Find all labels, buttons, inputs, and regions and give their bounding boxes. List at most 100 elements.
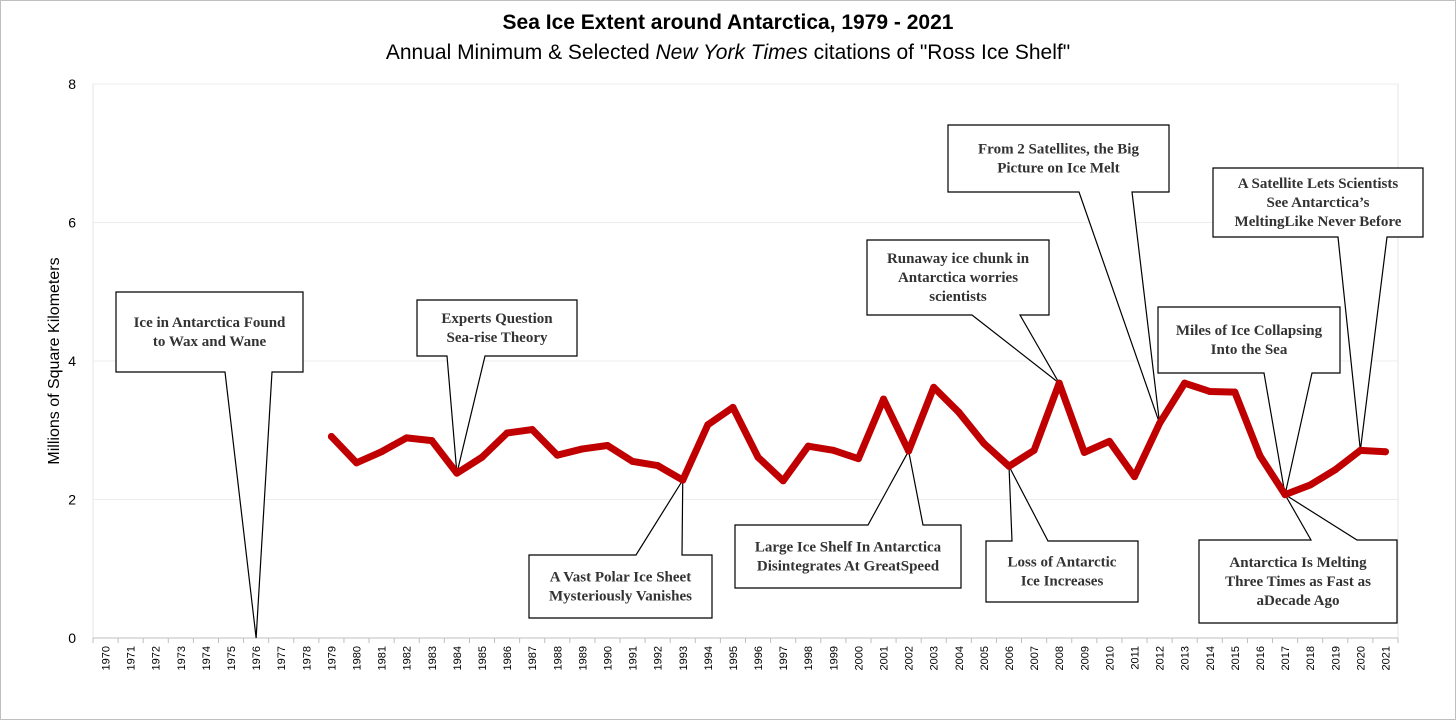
callout-text: A Vast Polar Ice Sheet xyxy=(550,570,691,586)
x-tick-label: 2004 xyxy=(954,646,966,670)
data-point xyxy=(654,462,662,470)
callout-box xyxy=(1198,494,1398,624)
callout-box xyxy=(1157,306,1341,495)
data-point xyxy=(1306,481,1314,489)
x-tick-label: 2008 xyxy=(1054,646,1066,670)
y-axis-label: Millions of Square Kilometers xyxy=(46,257,63,464)
data-point xyxy=(378,448,386,456)
data-point xyxy=(804,442,812,450)
callout-text: MeltingLike Never Before xyxy=(1235,214,1402,230)
callout-text: to Wax and Wane xyxy=(153,334,267,350)
title-block: Sea Ice Extent around Antarctica, 1979 -… xyxy=(0,8,1456,68)
data-point xyxy=(980,439,988,447)
data-point xyxy=(327,432,335,440)
x-tick-label: 2018 xyxy=(1305,646,1317,670)
callout-text: See Antarctica’s xyxy=(1267,195,1370,211)
data-point xyxy=(1331,466,1339,474)
callout-text: Picture on Ice Melt xyxy=(997,161,1120,177)
x-tick-label: 1980 xyxy=(352,646,364,670)
x-tick-label: 1986 xyxy=(502,646,514,670)
x-tick-label: 1997 xyxy=(778,646,790,670)
y-tick-label: 4 xyxy=(68,353,76,369)
y-tick-label: 2 xyxy=(68,492,76,508)
x-tick-label: 1981 xyxy=(377,646,389,670)
data-point xyxy=(578,445,586,453)
data-point xyxy=(880,395,888,403)
callout-box xyxy=(416,299,578,474)
x-tick-label: 1991 xyxy=(628,646,640,670)
x-tick-label: 2001 xyxy=(879,646,891,670)
x-tick-label: 1994 xyxy=(703,646,715,670)
x-tick-label: 1989 xyxy=(577,646,589,670)
callout-text: Antarctica worries xyxy=(898,270,1018,286)
y-tick-label: 6 xyxy=(68,215,76,231)
x-tick-label: 1970 xyxy=(101,646,113,670)
x-tick-label: 2007 xyxy=(1029,646,1041,670)
data-point xyxy=(528,426,536,434)
callout-box xyxy=(866,239,1060,384)
data-point xyxy=(1055,379,1063,387)
subtitle-part: citations of "Ross Ice Shelf" xyxy=(807,41,1071,64)
x-tick-label: 1996 xyxy=(753,646,765,670)
callout-text: Disintegrates At GreatSpeed xyxy=(757,559,940,575)
data-point xyxy=(603,441,611,449)
x-tick-label: 1998 xyxy=(803,646,815,670)
data-point xyxy=(353,459,361,467)
chart-title: Sea Ice Extent around Antarctica, 1979 -… xyxy=(502,11,954,34)
data-point xyxy=(1105,437,1113,445)
x-tick-label: 2003 xyxy=(929,646,941,670)
x-tick-label: 2012 xyxy=(1155,646,1167,670)
data-point xyxy=(428,437,436,445)
callout-box xyxy=(985,465,1139,603)
y-tick-label: 8 xyxy=(68,76,76,92)
x-tick-label: 2002 xyxy=(904,646,916,670)
callout-text: Sea-rise Theory xyxy=(447,330,548,346)
callout-text: aDecade Ago xyxy=(1257,593,1340,609)
x-tick-label: 2009 xyxy=(1079,646,1091,670)
callout-text: Large Ice Shelf In Antarctica xyxy=(755,540,942,556)
callout-text: Into the Sea xyxy=(1211,342,1288,358)
x-tick-label: 2006 xyxy=(1004,646,1016,670)
x-tick-label: 1972 xyxy=(151,646,163,670)
data-point xyxy=(1080,448,1088,456)
x-tick-label: 2015 xyxy=(1230,646,1242,670)
x-tick-label: 1988 xyxy=(552,646,564,670)
x-tick-label: 1976 xyxy=(251,646,263,670)
x-tick-label: 1974 xyxy=(201,646,213,670)
callout-text: From 2 Satellites, the Big xyxy=(978,142,1139,158)
data-point xyxy=(1206,387,1214,395)
x-tick-label: 1995 xyxy=(728,646,740,670)
callout-box xyxy=(115,291,304,639)
data-point xyxy=(403,434,411,442)
callout-text: Runaway ice chunk in xyxy=(887,251,1030,267)
x-tick-label: 2014 xyxy=(1205,646,1217,670)
data-point xyxy=(503,429,511,437)
y-tick-label: 0 xyxy=(68,630,76,646)
x-tick-label: 2000 xyxy=(853,646,865,670)
x-tick-label: 2010 xyxy=(1104,646,1116,670)
x-tick-label: 2011 xyxy=(1129,646,1141,670)
data-point xyxy=(829,446,837,454)
x-tick-label: 2016 xyxy=(1255,646,1267,670)
data-point xyxy=(729,403,737,411)
data-point xyxy=(1356,446,1364,454)
callout-box xyxy=(734,449,962,589)
series-line xyxy=(327,379,1389,499)
callout-text: Mysteriously Vanishes xyxy=(549,589,692,605)
x-tick-label: 1978 xyxy=(301,646,313,670)
data-point xyxy=(905,447,913,455)
callout-text: scientists xyxy=(929,289,987,305)
x-tick-label: 1983 xyxy=(427,646,439,670)
x-tick-label: 1984 xyxy=(452,646,464,670)
x-tick-label: 2005 xyxy=(979,646,991,670)
data-point xyxy=(955,408,963,416)
x-tick-label: 1971 xyxy=(126,646,138,670)
x-tick-label: 2021 xyxy=(1380,646,1392,670)
x-tick-label: 1985 xyxy=(477,646,489,670)
data-point xyxy=(1030,446,1038,454)
x-tick-label: 1973 xyxy=(176,646,188,670)
x-tick-label: 1987 xyxy=(527,646,539,670)
callout-text: Ice Increases xyxy=(1021,574,1104,590)
x-tick-label: 2013 xyxy=(1180,646,1192,670)
